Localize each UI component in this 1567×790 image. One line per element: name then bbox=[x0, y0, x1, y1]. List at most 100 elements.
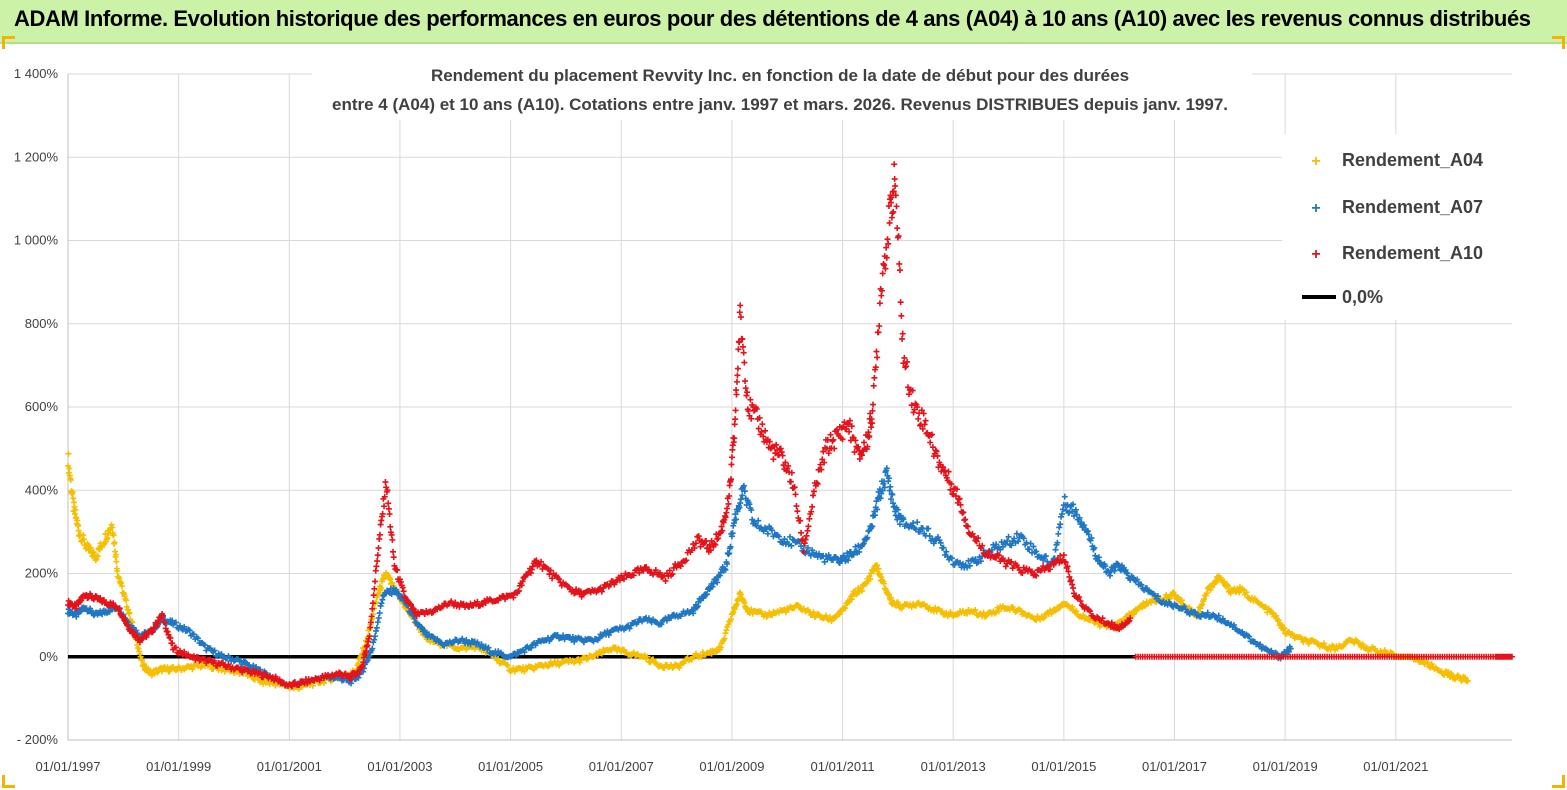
data-point bbox=[725, 621, 732, 628]
data-point bbox=[538, 558, 545, 565]
data-point bbox=[658, 621, 665, 628]
data-point bbox=[866, 433, 873, 440]
data-point bbox=[858, 588, 865, 595]
data-point bbox=[739, 492, 746, 499]
data-point bbox=[885, 240, 892, 247]
data-point bbox=[1138, 581, 1145, 588]
data-point bbox=[915, 415, 922, 422]
data-point bbox=[919, 425, 926, 432]
data-point bbox=[734, 365, 741, 372]
data-point bbox=[770, 456, 777, 463]
data-point bbox=[914, 519, 921, 526]
data-point bbox=[939, 608, 946, 615]
data-point bbox=[960, 509, 967, 516]
data-point bbox=[1130, 611, 1137, 618]
data-point bbox=[871, 374, 878, 381]
data-point bbox=[70, 495, 77, 502]
data-point bbox=[872, 364, 879, 371]
data-point bbox=[1099, 615, 1106, 622]
data-point bbox=[973, 538, 980, 545]
data-point bbox=[1215, 612, 1222, 619]
data-point bbox=[798, 529, 805, 536]
data-point bbox=[154, 620, 161, 627]
data-point bbox=[948, 481, 955, 488]
data-point bbox=[899, 335, 906, 342]
data-point bbox=[703, 537, 710, 544]
data-point bbox=[773, 441, 780, 448]
data-point bbox=[366, 633, 373, 640]
data-point bbox=[239, 669, 246, 676]
data-point bbox=[521, 649, 528, 656]
data-point bbox=[172, 619, 179, 626]
data-point bbox=[172, 644, 179, 651]
x-tick-label: 01/01/1999 bbox=[146, 759, 211, 774]
data-point bbox=[945, 468, 952, 475]
y-tick-label: 400% bbox=[25, 482, 59, 497]
data-point bbox=[929, 431, 936, 438]
data-point bbox=[887, 594, 894, 601]
data-point bbox=[724, 560, 731, 567]
data-point bbox=[836, 610, 843, 617]
data-point bbox=[126, 609, 133, 616]
data-point bbox=[692, 540, 699, 547]
data-point bbox=[407, 600, 414, 607]
data-point bbox=[378, 600, 385, 607]
data-point bbox=[371, 585, 378, 592]
data-point bbox=[874, 354, 881, 361]
data-point bbox=[732, 416, 739, 423]
data-point bbox=[777, 445, 784, 452]
data-point bbox=[729, 442, 736, 449]
data-point bbox=[1066, 573, 1073, 580]
data-point bbox=[390, 554, 397, 561]
data-point bbox=[733, 516, 740, 523]
data-point bbox=[910, 409, 917, 416]
data-point bbox=[1061, 493, 1068, 500]
data-point bbox=[381, 493, 388, 500]
data-point bbox=[820, 448, 827, 455]
data-point bbox=[956, 495, 963, 502]
data-point bbox=[1026, 546, 1033, 553]
data-point bbox=[1275, 617, 1282, 624]
data-point bbox=[782, 459, 789, 466]
data-point bbox=[1060, 552, 1067, 559]
y-tick-label: 1 400% bbox=[14, 66, 59, 81]
data-point bbox=[510, 594, 517, 601]
data-point bbox=[736, 339, 743, 346]
data-point bbox=[110, 532, 117, 539]
data-point bbox=[577, 588, 584, 595]
data-point bbox=[1424, 659, 1431, 666]
data-point bbox=[73, 514, 80, 521]
y-tick-label: 600% bbox=[25, 399, 59, 414]
data-point bbox=[993, 541, 1000, 548]
data-point bbox=[927, 439, 934, 446]
data-point bbox=[778, 449, 785, 456]
data-point bbox=[1033, 548, 1040, 555]
data-point bbox=[889, 491, 896, 498]
data-point bbox=[1040, 557, 1047, 564]
data-point bbox=[348, 676, 355, 683]
data-point bbox=[355, 660, 362, 667]
data-point bbox=[882, 265, 889, 272]
data-point bbox=[904, 358, 911, 365]
data-point bbox=[1076, 593, 1083, 600]
data-point bbox=[1087, 608, 1094, 615]
data-point bbox=[714, 579, 721, 586]
data-point bbox=[372, 599, 379, 606]
data-point bbox=[755, 425, 762, 432]
data-point bbox=[764, 530, 771, 537]
data-point bbox=[360, 668, 367, 675]
data-point bbox=[940, 544, 947, 551]
data-point bbox=[952, 493, 959, 500]
data-point bbox=[149, 628, 156, 635]
data-point bbox=[1204, 609, 1211, 616]
data-point bbox=[1062, 559, 1069, 566]
data-point bbox=[910, 519, 917, 526]
data-point bbox=[1078, 519, 1085, 526]
x-tick-label: 01/01/2009 bbox=[699, 759, 764, 774]
data-point bbox=[1243, 589, 1250, 596]
data-point bbox=[859, 541, 866, 548]
data-point bbox=[876, 322, 883, 329]
data-point bbox=[409, 605, 416, 612]
data-point bbox=[855, 443, 862, 450]
data-point bbox=[1088, 535, 1095, 542]
